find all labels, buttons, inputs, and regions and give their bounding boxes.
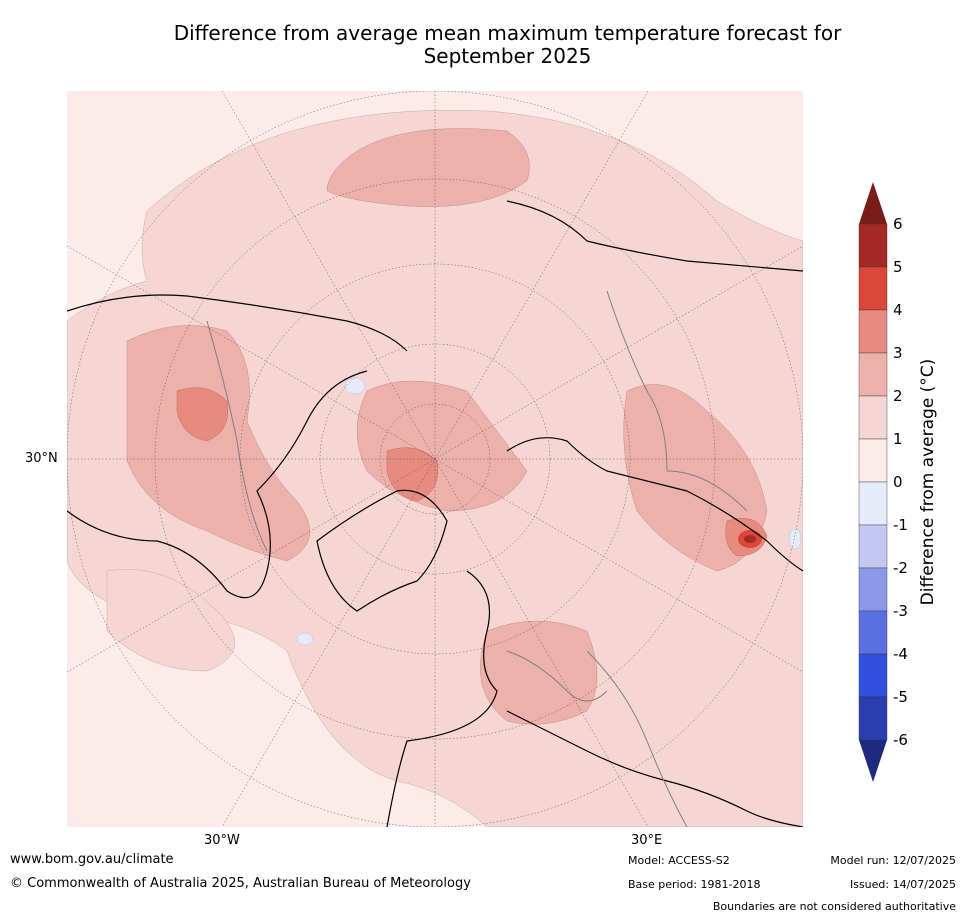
footer-website[interactable]: www.bom.gov.au/climate bbox=[10, 852, 174, 867]
borders bbox=[206, 290, 748, 827]
colorbar-title: Difference from average (°C) bbox=[918, 358, 938, 606]
colorbar-band bbox=[858, 266, 888, 311]
colorbar-tick-label: -2 bbox=[893, 559, 908, 577]
map-svg bbox=[67, 91, 803, 827]
map-title: Difference from average mean maximum tem… bbox=[0, 22, 965, 68]
polar-map bbox=[67, 91, 803, 827]
anomaly-3-4 bbox=[176, 387, 768, 557]
footer-base-period: Base period: 1981-2018 bbox=[628, 878, 761, 891]
colorbar-tick-label: 0 bbox=[893, 473, 903, 491]
colorbar-tick-label: -6 bbox=[893, 731, 908, 749]
footer-disclaimer: Boundaries are not considered authoritat… bbox=[712, 900, 956, 913]
anomaly-cool bbox=[296, 377, 802, 646]
colorbar-band bbox=[858, 481, 888, 526]
colorbar-band bbox=[858, 395, 888, 440]
lon-label-30e: 30°E bbox=[631, 833, 663, 848]
colorbar-band bbox=[858, 524, 888, 569]
lat-label-30n: 30°N bbox=[25, 451, 58, 466]
colorbar-tick-label: 1 bbox=[893, 430, 903, 448]
colorbar-tick-label: 2 bbox=[893, 387, 903, 405]
colorbar-tick-label: -1 bbox=[893, 516, 908, 534]
colorbar-band bbox=[858, 309, 888, 354]
anomaly-hotspot bbox=[738, 530, 762, 548]
colorbar-min-arrow bbox=[859, 740, 887, 782]
colorbar-tick-label: 6 bbox=[893, 215, 903, 233]
colorbar-band bbox=[858, 696, 888, 741]
colorbar: 6 5 4 3 2 1 0 -1 -2 -3 -4 -5 -6 bbox=[855, 182, 925, 782]
colorbar-tick-label: -4 bbox=[893, 645, 908, 663]
colorbar-ticks: 6 5 4 3 2 1 0 -1 -2 -3 -4 -5 -6 bbox=[893, 215, 908, 749]
colorbar-band bbox=[858, 567, 888, 612]
colorbar-bands bbox=[858, 223, 888, 741]
colorbar-band bbox=[858, 610, 888, 655]
colorbar-svg: 6 5 4 3 2 1 0 -1 -2 -3 -4 -5 -6 bbox=[858, 182, 908, 782]
colorbar-tick-label: 4 bbox=[893, 301, 903, 319]
colorbar-band bbox=[858, 223, 888, 268]
colorbar-tick-label: 5 bbox=[893, 258, 903, 276]
colorbar-tick-label: 3 bbox=[893, 344, 903, 362]
title-line-2: September 2025 bbox=[423, 44, 592, 68]
colorbar-tick-label: -3 bbox=[893, 602, 908, 620]
footer-model-run: Model run: 12/07/2025 bbox=[830, 854, 956, 867]
colorbar-band bbox=[858, 653, 888, 698]
footer-issued: Issued: 14/07/2025 bbox=[849, 878, 956, 891]
coastlines bbox=[67, 200, 803, 827]
lon-label-30w: 30°W bbox=[204, 833, 240, 848]
footer-model: Model: ACCESS-S2 bbox=[628, 854, 730, 867]
colorbar-tick-label: -5 bbox=[893, 688, 908, 706]
title-line-1: Difference from average mean maximum tem… bbox=[173, 21, 842, 45]
footer-copyright: © Commonwealth of Australia 2025, Austra… bbox=[10, 876, 471, 891]
colorbar-max-arrow bbox=[859, 182, 887, 224]
colorbar-band bbox=[858, 438, 888, 483]
colorbar-band bbox=[858, 352, 888, 397]
graticule bbox=[67, 91, 803, 827]
